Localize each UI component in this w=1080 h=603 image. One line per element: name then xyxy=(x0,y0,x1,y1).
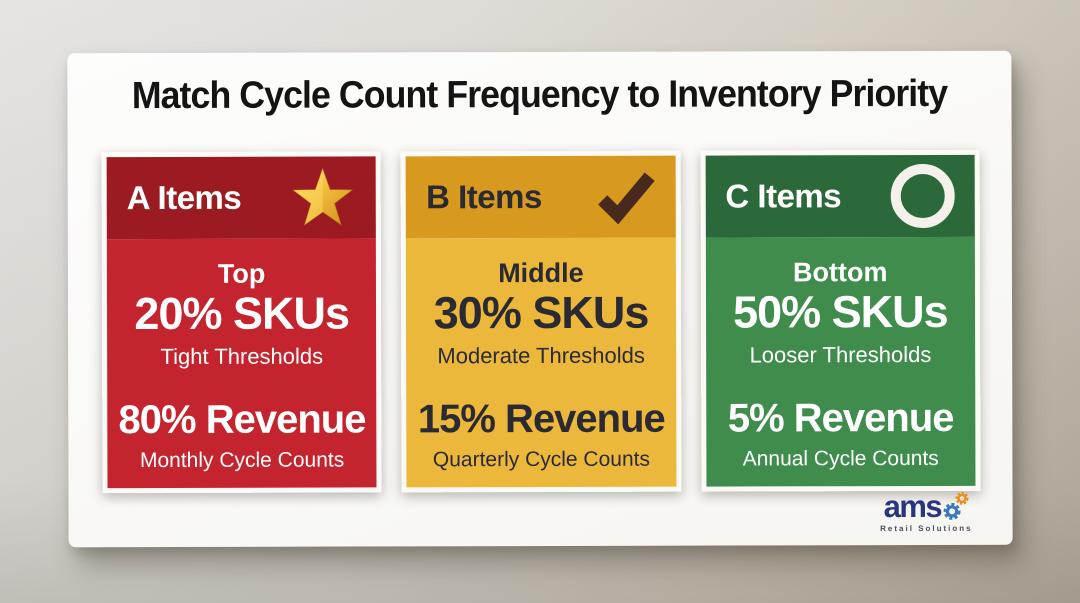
poster-title: Match Cycle Count Frequency to Inventory… xyxy=(131,72,948,118)
card-b-body: Middle 30% SKUs Moderate Thresholds 15% … xyxy=(406,237,677,488)
revenue-share: 80% Revenue xyxy=(118,397,366,443)
tier-label: Bottom xyxy=(792,257,888,288)
revenue-share: 5% Revenue xyxy=(727,395,954,441)
card-a-items: A Items xyxy=(101,151,382,494)
ring-icon xyxy=(890,163,955,229)
sku-share: 50% SKUs xyxy=(732,285,948,338)
cards-row: A Items xyxy=(101,149,981,494)
gears-icon xyxy=(943,491,969,522)
card-c-label: C Items xyxy=(725,177,842,215)
threshold-label: Moderate Thresholds xyxy=(437,342,645,368)
logo-tagline: Retail Solutions xyxy=(880,523,973,534)
card-c-body: Bottom 50% SKUs Looser Thresholds 5% Rev… xyxy=(705,236,976,487)
card-c-items: C Items Bottom 50% SKUs Looser Threshold… xyxy=(700,149,981,492)
card-a-body: Top 20% SKUs Tight Thresholds 80% Revenu… xyxy=(106,238,377,489)
cycle-frequency: Monthly Cycle Counts xyxy=(139,448,345,473)
card-c-header: C Items xyxy=(705,154,975,238)
poster: Match Cycle Count Frequency to Inventory… xyxy=(67,50,1013,548)
threshold-label: Tight Thresholds xyxy=(160,343,324,369)
card-b-header: B Items xyxy=(405,155,676,239)
cycle-frequency: Quarterly Cycle Counts xyxy=(432,447,650,472)
sku-share: 30% SKUs xyxy=(433,286,649,339)
sku-share: 20% SKUs xyxy=(134,287,350,340)
gear-icon xyxy=(955,491,969,505)
card-b-label: B Items xyxy=(426,177,542,216)
logo-brand-text: ams xyxy=(883,488,942,525)
card-a-header: A Items xyxy=(106,156,377,240)
ams-logo: ams Retail Solutions xyxy=(880,488,973,534)
cycle-frequency: Annual Cycle Counts xyxy=(742,446,939,471)
tier-label: Top xyxy=(217,258,266,289)
threshold-label: Looser Thresholds xyxy=(749,341,932,368)
check-icon xyxy=(595,169,655,225)
card-b-items: B Items Middle 30% SKUs Moderate Thresho… xyxy=(400,150,682,493)
card-a-label: A Items xyxy=(126,178,242,217)
gear-icon xyxy=(943,502,961,520)
star-icon xyxy=(290,164,356,230)
revenue-share: 15% Revenue xyxy=(417,396,665,442)
tier-label: Middle xyxy=(498,257,584,289)
